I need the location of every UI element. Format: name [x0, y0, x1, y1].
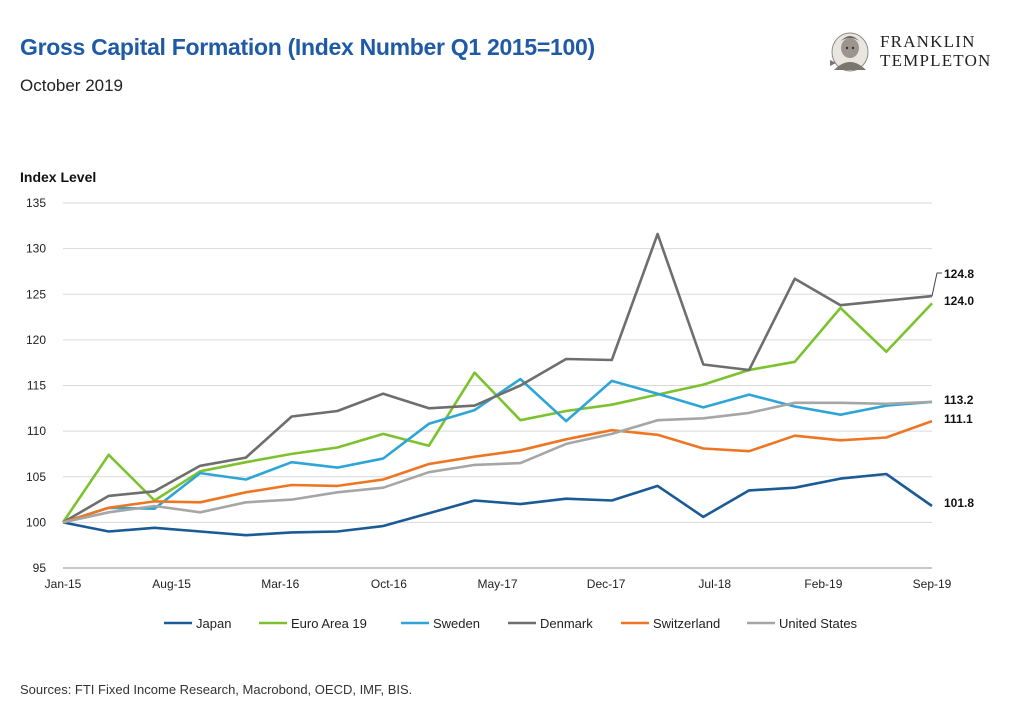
x-tick-label: Feb-19	[804, 577, 842, 591]
x-axis-ticks: Jan-15 Aug-15 Mar-16 Oct-16 May-17 Dec-17 Jul-…	[45, 577, 952, 591]
logo-text-franklin: FRANKLIN	[880, 32, 976, 51]
x-tick-label: Mar-16	[261, 577, 299, 591]
y-tick-label: 120	[26, 333, 46, 347]
y-tick-label: 135	[26, 196, 46, 210]
logo-text-templeton: TEMPLETON	[880, 51, 992, 70]
series-line-switzerland	[62, 419, 933, 524]
x-tick-label: Sep-19	[913, 577, 952, 591]
x-tick-label: Jul-18	[698, 577, 731, 591]
y-axis-ticks: 95 100 105 110 115 120 125 130 135	[26, 196, 46, 575]
series-line-euro-area-19	[61, 302, 933, 524]
legend-label: Euro Area 19	[291, 616, 367, 631]
y-axis-title: Index Level	[20, 169, 96, 185]
franklin-templeton-logo: FRANKLIN TEMPLETON	[828, 30, 1013, 74]
end-label-leader	[931, 272, 942, 297]
legend-label: Sweden	[433, 616, 480, 631]
y-tick-label: 115	[27, 379, 46, 393]
y-tick-label: 110	[27, 424, 46, 438]
gridlines	[63, 202, 932, 569]
series-line-united-states	[62, 400, 933, 524]
y-tick-label: 100	[26, 515, 46, 529]
end-value-label: 124.0	[944, 294, 974, 308]
series-line-denmark	[62, 232, 933, 524]
y-tick-label: 95	[33, 561, 47, 575]
legend-label: Switzerland	[653, 616, 720, 631]
x-tick-label: Dec-17	[587, 577, 626, 591]
legend: Japan Euro Area 19 Sweden Denmark Switzerlan…	[164, 616, 858, 631]
end-value-labels: 124.8 124.0 113.2 111.1 101.8	[931, 267, 974, 510]
x-tick-label: May-17	[477, 577, 517, 591]
source-note: Sources: FTI Fixed Income Research, Macr…	[20, 682, 413, 697]
legend-label: Japan	[196, 616, 231, 631]
portrait-emblem-icon	[830, 32, 869, 72]
end-value-label: 113.2	[944, 393, 974, 407]
y-tick-label: 125	[26, 287, 46, 301]
x-tick-label: Oct-16	[371, 577, 407, 591]
end-value-label: 124.8	[944, 267, 974, 281]
y-tick-label: 130	[26, 242, 46, 256]
series-lines	[61, 232, 933, 537]
y-tick-label: 105	[26, 470, 46, 484]
page-subtitle: October 2019	[20, 76, 124, 95]
legend-label: United States	[779, 616, 858, 631]
end-value-label: 111.1	[944, 412, 973, 426]
x-tick-label: Jan-15	[45, 577, 82, 591]
series-line-japan	[62, 472, 933, 537]
page-title: Gross Capital Formation (Index Number Q1…	[20, 34, 595, 60]
legend-label: Denmark	[540, 616, 593, 631]
end-value-label: 101.8	[944, 496, 974, 510]
x-tick-label: Aug-15	[152, 577, 191, 591]
